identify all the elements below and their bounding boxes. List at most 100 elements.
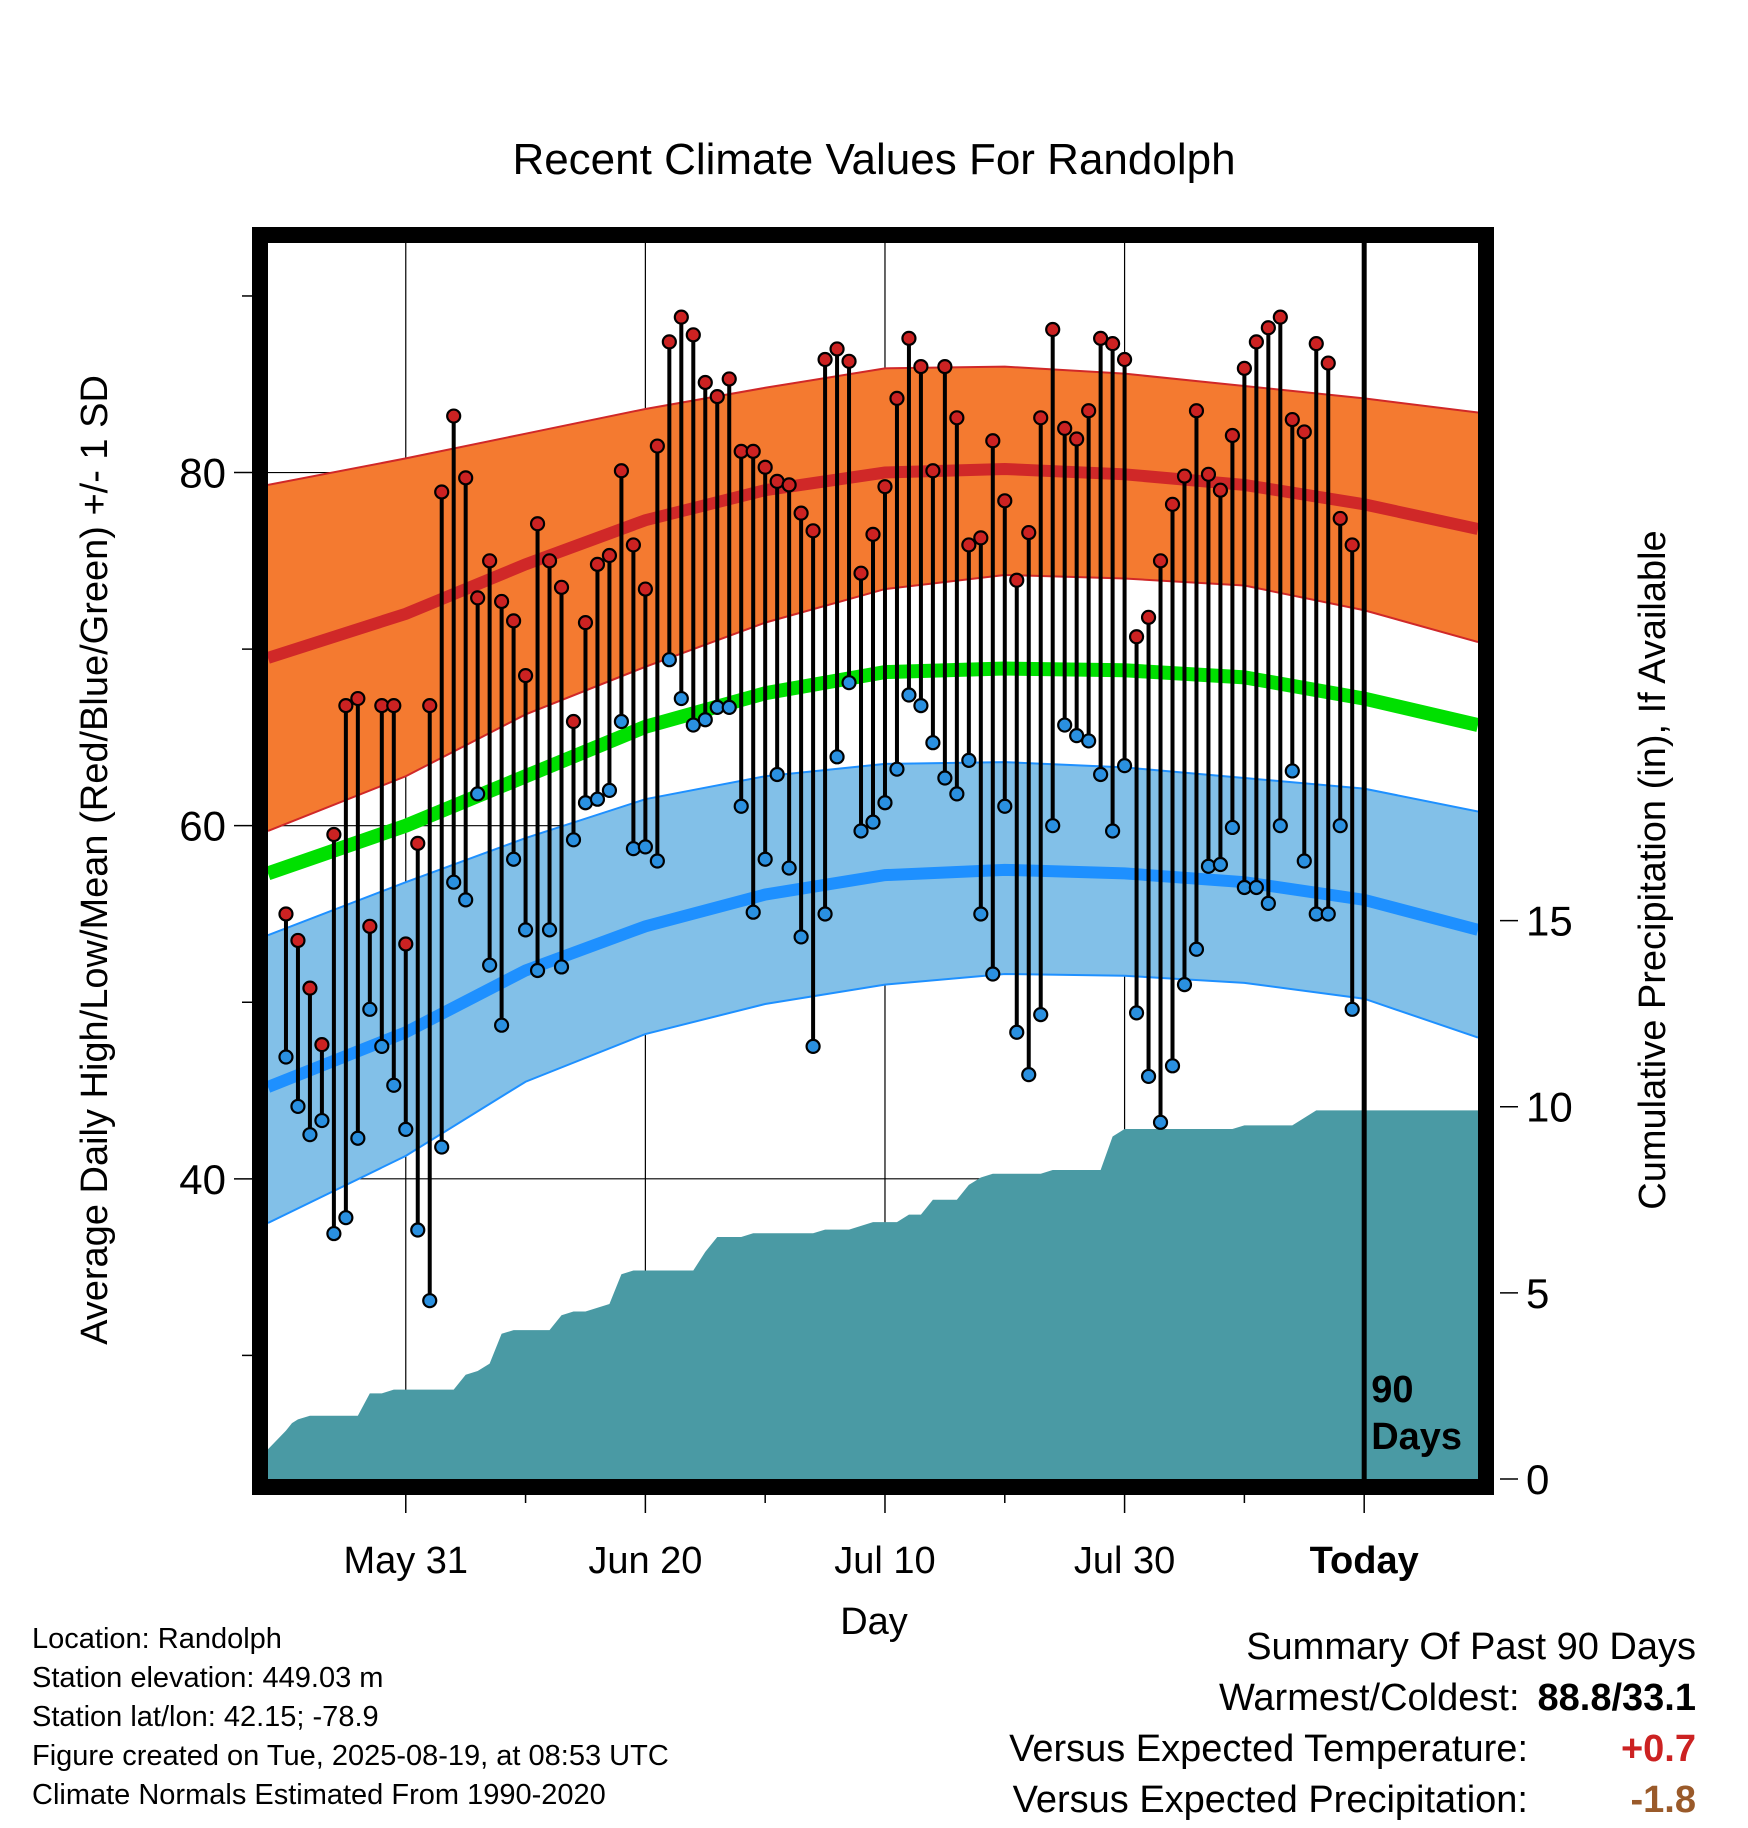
- daily-low-point: [482, 957, 498, 973]
- daily-high-point: [1081, 403, 1097, 419]
- daily-low-point: [1093, 766, 1109, 783]
- x-axis-label: Day: [840, 1601, 908, 1643]
- daily-low-point: [781, 860, 797, 876]
- daily-low-point: [290, 1098, 306, 1115]
- daily-low-point: [1176, 976, 1193, 993]
- daily-high-point: [1164, 496, 1181, 512]
- daily-low-point: [553, 959, 570, 975]
- normals-line: Climate Normals Estimated From 1990-2020: [32, 1779, 606, 1811]
- daily-low-point: [529, 962, 546, 979]
- daily-low-point: [398, 1121, 414, 1137]
- daily-high-point: [422, 698, 438, 714]
- y-tick-label: 60: [179, 803, 226, 850]
- daily-high-point: [446, 408, 462, 424]
- daily-low-point: [494, 1017, 510, 1033]
- x-tick-label: Today: [1310, 1540, 1419, 1582]
- daily-high-point: [685, 327, 701, 343]
- daily-low-point: [1260, 895, 1276, 911]
- daily-low-point: [374, 1038, 390, 1055]
- daily-low-point: [1332, 818, 1348, 834]
- plot-frame: [252, 227, 1494, 1495]
- daily-high-point: [326, 826, 342, 843]
- daily-low-point: [362, 1001, 378, 1017]
- daily-high-point: [1332, 510, 1348, 527]
- daily-high-point: [997, 493, 1013, 509]
- daily-low-point: [1081, 733, 1097, 749]
- daily-low-point: [841, 675, 857, 691]
- daily-high-point: [1296, 424, 1312, 440]
- daily-high-point: [853, 565, 869, 581]
- daily-low-point: [1224, 819, 1241, 836]
- daily-high-point: [1358, 0, 1371, 7]
- latlon-line: Station lat/lon: 42.15; -78.9: [32, 1701, 379, 1733]
- daily-low-point: [721, 699, 737, 715]
- daily-low-point: [1116, 758, 1133, 774]
- daily-low-point: [889, 761, 905, 777]
- precip-anomaly-row: Versus Expected Precipitation: -1.8: [1009, 1775, 1696, 1826]
- daily-high-point: [901, 330, 917, 346]
- daily-high-point: [757, 459, 773, 475]
- daily-low-point: [757, 851, 773, 867]
- created-line: Figure created on Tue, 2025-08-19, at 08…: [32, 1740, 669, 1772]
- daily-low-point: [434, 1139, 450, 1155]
- high-sd-upper-line: [268, 365, 1478, 486]
- daily-low-point: [973, 906, 989, 922]
- daily-high-point: [410, 835, 426, 851]
- daily-low-point: [673, 690, 689, 707]
- y2-tick-label: 0: [1526, 1456, 1549, 1503]
- daily-high-point: [1033, 410, 1049, 426]
- daily-low-point: [1009, 1024, 1025, 1040]
- daily-low-point: [877, 795, 893, 811]
- daily-low-point: [1021, 1067, 1037, 1083]
- daily-high-point: [290, 932, 306, 949]
- daily-low-point: [446, 874, 462, 890]
- daily-high-point: [1069, 431, 1085, 447]
- daily-high-point: [350, 690, 366, 707]
- daily-low-point: [1140, 1068, 1157, 1085]
- daily-high-point: [1260, 320, 1276, 336]
- daily-low-point: [338, 1210, 354, 1226]
- daily-high-point: [1116, 351, 1133, 368]
- daily-low-point: [661, 652, 677, 668]
- daily-high-point: [1248, 334, 1264, 350]
- summary-heading: Summary Of Past 90 Days: [1246, 1626, 1696, 1668]
- daily-high-point: [949, 410, 965, 426]
- daily-low-point: [925, 735, 941, 751]
- daily-high-point: [338, 698, 354, 714]
- daily-low-point: [505, 851, 522, 867]
- daily-low-point: [901, 687, 917, 703]
- warmest-value: 88.8/33.1: [1537, 1677, 1696, 1719]
- daily-high-point: [505, 613, 522, 629]
- daily-high-point: [601, 547, 618, 564]
- y2-tick-label: 15: [1526, 898, 1573, 945]
- daily-high-point: [589, 556, 606, 572]
- daily-high-point: [649, 438, 665, 454]
- daily-low-point: [589, 791, 606, 807]
- location-line: Location: Randolph: [32, 1623, 282, 1655]
- daily-high-point: [1344, 537, 1360, 553]
- daily-high-point: [362, 918, 378, 934]
- daily-low-point: [937, 770, 953, 786]
- cumulative-precip-area: [268, 1110, 1478, 1479]
- daily-high-point: [1057, 420, 1073, 436]
- normal-high-line: [268, 463, 1478, 664]
- daily-low-point: [1320, 906, 1336, 922]
- daily-high-point: [1105, 336, 1121, 352]
- daily-high-point: [386, 698, 402, 714]
- daily-low-point: [350, 1130, 366, 1146]
- daily-low-point: [793, 929, 809, 945]
- daily-low-point: [1284, 763, 1300, 779]
- daily-high-point: [625, 537, 641, 553]
- daily-low-point: [1358, 0, 1371, 7]
- daily-low-point: [470, 786, 486, 802]
- daily-high-point: [302, 980, 318, 996]
- daily-high-point: [697, 374, 713, 391]
- daily-high-point: [1308, 336, 1324, 352]
- daily-high-point: [937, 359, 953, 375]
- x-tick-label: May 31: [343, 1540, 468, 1582]
- daily-high-point: [458, 470, 474, 486]
- chart-title: Recent Climate Values For Randolph: [512, 135, 1235, 184]
- daily-high-point: [482, 553, 498, 569]
- daily-low-point: [302, 1127, 318, 1143]
- daily-high-point: [1176, 468, 1193, 484]
